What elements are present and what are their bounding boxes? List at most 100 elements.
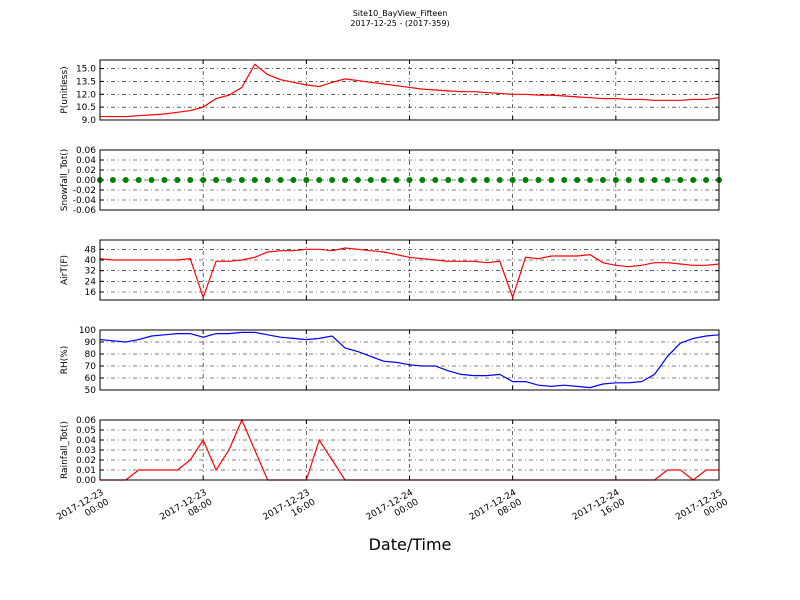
y-tick-label: 50: [85, 386, 97, 396]
data-point: [703, 177, 710, 183]
data-point: [290, 177, 297, 183]
data-point: [238, 177, 245, 183]
data-point: [354, 177, 361, 183]
y-tick-label: 100: [79, 326, 96, 336]
x-tick-label: 2017-12-2300:00: [55, 488, 111, 532]
data-point: [599, 177, 606, 183]
plot-frame: [99, 329, 720, 391]
y-tick-label: 0.02: [76, 166, 96, 176]
data-point: [509, 177, 516, 183]
y-tick-label: 0.01: [76, 466, 96, 476]
data-line: [99, 331, 720, 389]
y-tick-label: 9.0: [82, 116, 97, 126]
data-point: [406, 177, 413, 183]
data-point: [187, 177, 194, 183]
data-point: [393, 177, 400, 183]
y-tick-label: 0.00: [76, 476, 96, 486]
data-point: [690, 177, 697, 183]
data-point: [135, 177, 142, 183]
plot-frame: [99, 59, 720, 121]
y-tick-label: 0.06: [76, 416, 96, 426]
y-tick-label: 80: [85, 350, 97, 360]
data-point: [225, 177, 232, 183]
data-point: [638, 177, 645, 183]
data-point: [419, 177, 426, 183]
data-point: [561, 177, 568, 183]
data-point: [200, 177, 207, 183]
data-point: [329, 177, 336, 183]
data-point: [664, 177, 671, 183]
data-point: [213, 177, 220, 183]
data-point: [612, 177, 619, 183]
data-point: [380, 177, 387, 183]
y-tick-label: -0.04: [73, 196, 97, 206]
y-tick-label: 0.04: [76, 436, 96, 446]
y-tick-label: 0.06: [76, 146, 96, 156]
y-tick-label: 60: [85, 374, 97, 384]
y-tick-label: 0.02: [76, 456, 96, 466]
data-point: [651, 177, 658, 183]
y-tick-label: 32: [85, 267, 96, 277]
y-tick-label: 40: [85, 256, 97, 266]
data-point: [483, 177, 490, 183]
x-tick-label: 2017-12-2500:00: [674, 488, 730, 532]
y-tick-label: 0.03: [76, 446, 96, 456]
y-tick-label: -0.02: [73, 186, 96, 196]
y-axis-label: P(unitless): [60, 66, 70, 113]
data-point: [574, 177, 581, 183]
plot-frame: [99, 419, 720, 481]
y-axis-label: Snowfall_Tot(): [60, 149, 70, 212]
data-point: [122, 177, 129, 183]
data-line: [100, 63, 720, 118]
y-tick-label: 0.00: [76, 176, 96, 186]
x-tick-label: 2017-12-2400:00: [365, 488, 421, 532]
x-tick-label: 2017-12-2308:00: [158, 488, 214, 532]
data-point: [174, 177, 181, 183]
data-point: [445, 177, 452, 183]
y-tick-label: 24: [85, 277, 97, 287]
data-point: [587, 177, 594, 183]
data-point: [496, 177, 503, 183]
data-point: [548, 177, 555, 183]
y-axis-label: Rainfall_Tot(): [60, 421, 70, 479]
data-point: [303, 177, 310, 183]
data-point: [109, 177, 116, 183]
x-tick-label: 2017-12-2408:00: [468, 488, 524, 532]
y-axis-label: AirT(F): [60, 255, 70, 285]
data-point: [367, 177, 374, 183]
data-point: [458, 177, 465, 183]
data-point: [470, 177, 477, 183]
x-axis-label: Date/Time: [369, 535, 452, 554]
y-tick-label: 12.0: [76, 90, 96, 100]
data-line: [99, 247, 720, 300]
data-point: [264, 177, 271, 183]
data-point: [148, 177, 155, 183]
data-point: [625, 177, 632, 183]
y-tick-label: 70: [85, 362, 97, 372]
data-point: [522, 177, 529, 183]
data-point: [316, 177, 323, 183]
y-axis-label: RH(%): [60, 346, 70, 375]
y-tick-label: 90: [85, 338, 97, 348]
y-tick-label: -0.06: [73, 206, 97, 216]
x-tick-label: 2017-12-2316:00: [262, 488, 318, 532]
y-tick-label: 16: [85, 288, 97, 298]
y-tick-label: 0.05: [76, 426, 96, 436]
y-tick-label: 15.0: [76, 65, 96, 75]
data-point: [535, 177, 542, 183]
y-tick-label: 0.04: [76, 156, 96, 166]
chart-title: Site10_BayView_Fifteen: [353, 9, 448, 18]
data-point: [432, 177, 439, 183]
plot-frame: [99, 149, 720, 211]
data-point: [251, 177, 258, 183]
data-point: [677, 177, 684, 183]
data-point: [277, 177, 284, 183]
x-tick-label: 2017-12-2416:00: [571, 488, 627, 532]
data-point: [342, 177, 349, 183]
chart-subtitle: 2017-12-25 - (2017-359): [350, 19, 449, 28]
data-point: [161, 177, 168, 183]
plot-frame: [99, 239, 720, 301]
y-tick-label: 10.5: [76, 103, 96, 113]
y-tick-label: 48: [85, 245, 97, 255]
